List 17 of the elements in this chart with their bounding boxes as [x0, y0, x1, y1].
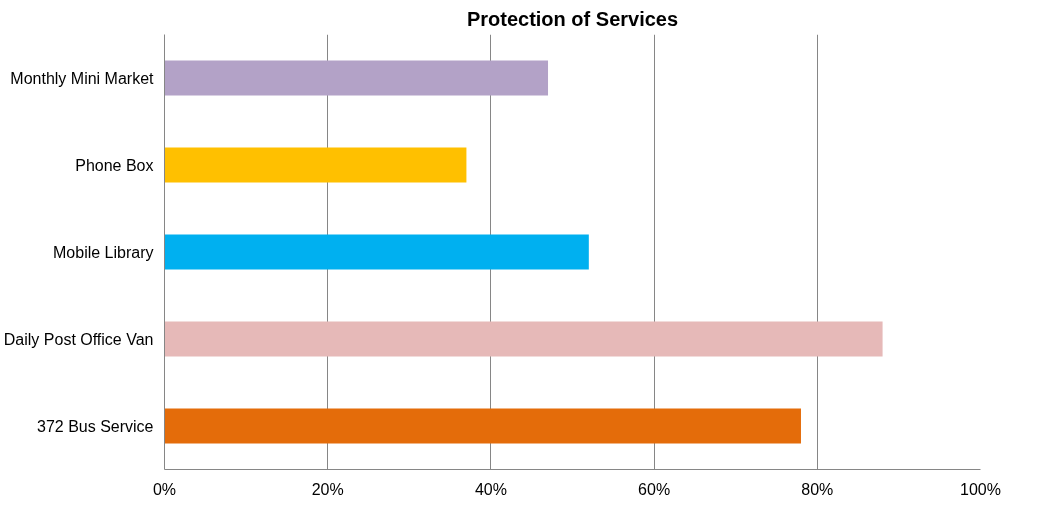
bar: [164, 321, 883, 357]
y-tick-label: 372 Bus Service: [36, 417, 154, 435]
bar: [164, 147, 467, 183]
x-tick-label: 60%: [638, 480, 671, 498]
x-tick-label: 40%: [474, 480, 507, 498]
x-tick-label: 80%: [801, 480, 834, 498]
bar: [164, 408, 801, 444]
y-tick-label: Monthly Mini Market: [10, 69, 155, 87]
bar: [164, 60, 549, 96]
bar: [164, 234, 589, 270]
chart-title: Protection of Services: [466, 7, 679, 30]
x-tick-label: 100%: [960, 480, 1001, 498]
y-tick-label: Phone Box: [75, 156, 154, 174]
x-tick-label: 20%: [311, 480, 344, 498]
x-tick-label: 0%: [152, 480, 177, 498]
y-tick-label: Mobile Library: [53, 243, 154, 261]
y-tick-label: Daily Post Office Van: [3, 330, 154, 348]
